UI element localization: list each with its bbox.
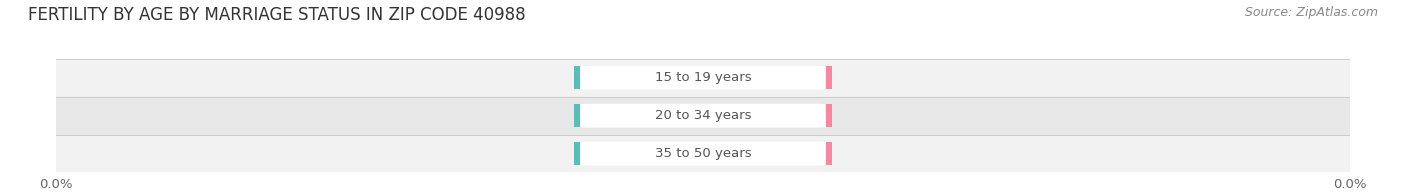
Text: 0.0%: 0.0% bbox=[621, 71, 655, 84]
Text: 0.0%: 0.0% bbox=[621, 147, 655, 160]
FancyBboxPatch shape bbox=[581, 142, 825, 165]
Bar bbox=[574, 142, 703, 165]
Bar bbox=[56, 59, 1350, 97]
Bar bbox=[703, 66, 832, 89]
Bar bbox=[574, 104, 703, 127]
Text: 15 to 19 years: 15 to 19 years bbox=[655, 71, 751, 84]
Bar bbox=[574, 66, 703, 89]
Text: 0.0%: 0.0% bbox=[751, 71, 785, 84]
Bar bbox=[56, 135, 1350, 172]
Text: 20 to 34 years: 20 to 34 years bbox=[655, 109, 751, 122]
Text: FERTILITY BY AGE BY MARRIAGE STATUS IN ZIP CODE 40988: FERTILITY BY AGE BY MARRIAGE STATUS IN Z… bbox=[28, 6, 526, 24]
Text: 0.0%: 0.0% bbox=[751, 109, 785, 122]
Text: 0.0%: 0.0% bbox=[621, 109, 655, 122]
Bar bbox=[703, 104, 832, 127]
Text: 0.0%: 0.0% bbox=[751, 147, 785, 160]
Text: 35 to 50 years: 35 to 50 years bbox=[655, 147, 751, 160]
Bar bbox=[56, 97, 1350, 135]
FancyBboxPatch shape bbox=[581, 104, 825, 128]
Bar bbox=[703, 142, 832, 165]
FancyBboxPatch shape bbox=[581, 66, 825, 90]
Text: Source: ZipAtlas.com: Source: ZipAtlas.com bbox=[1244, 6, 1378, 19]
